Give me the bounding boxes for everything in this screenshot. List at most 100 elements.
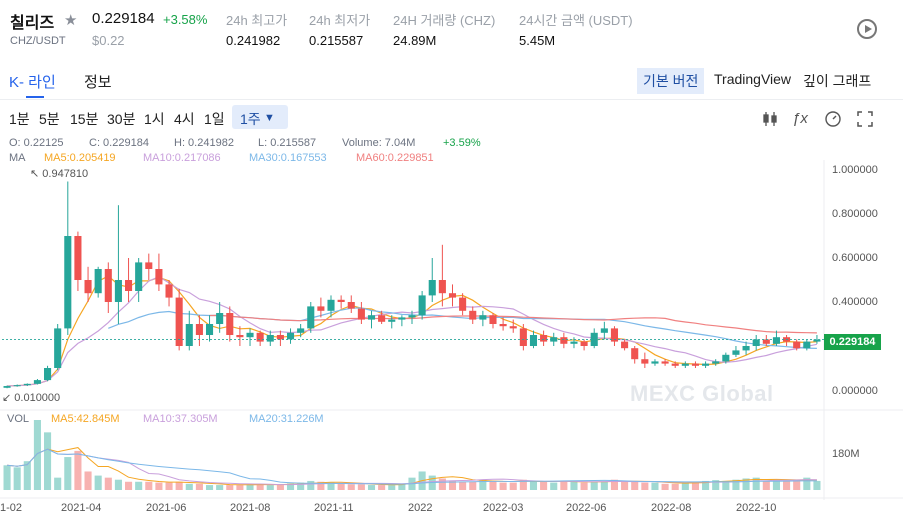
vol-axis-label: 180M <box>832 448 860 460</box>
interval-1h[interactable]: 1시 <box>144 111 165 127</box>
vol-ma10: MA10:37.305M <box>143 413 218 425</box>
x-label-0: 1-02 <box>0 502 23 514</box>
interval-4h[interactable]: 4시 <box>174 111 195 127</box>
candle-body <box>216 313 224 324</box>
candle-body <box>610 328 619 342</box>
view-depth-button[interactable]: 깊이 그래프 <box>803 73 872 89</box>
candle-type-icon[interactable] <box>761 110 779 128</box>
vol-ma5: MA5:42.845M <box>51 413 120 425</box>
stat-low-value: 0.215587 <box>309 33 364 48</box>
volume-bar <box>44 432 52 490</box>
candle-body <box>681 363 689 366</box>
tab-kline[interactable]: K- 라인 <box>9 74 56 91</box>
interval-5m[interactable]: 5분 <box>39 111 60 127</box>
candle-body <box>803 341 811 349</box>
candle-body <box>357 308 365 320</box>
vol-label: VOL <box>7 413 30 425</box>
volume-bar <box>783 480 791 490</box>
divider <box>0 99 903 100</box>
view-basic-button[interactable]: 기본 버전 <box>637 68 705 94</box>
volume-bar <box>317 481 325 490</box>
volume-bar <box>175 481 183 490</box>
volume-bar <box>337 483 345 490</box>
volume-bar <box>803 477 811 490</box>
volume-bar <box>631 481 639 490</box>
candle-body <box>742 346 750 351</box>
candle-body <box>155 269 163 285</box>
volume-bar <box>84 471 92 490</box>
interval-1d[interactable]: 1일 <box>204 111 225 127</box>
ohlc-volume: Volume: 7.04M <box>342 137 416 149</box>
interval-1m[interactable]: 1분 <box>9 111 30 127</box>
volume-bar <box>327 482 335 490</box>
candle-body <box>671 363 679 366</box>
candle-body <box>438 280 446 294</box>
candle-body <box>499 324 507 327</box>
volume-bar <box>600 481 608 490</box>
interval-1w: 1주 <box>240 111 261 127</box>
volume-bar <box>681 482 689 490</box>
indicator-fx-icon[interactable]: ƒx <box>792 110 808 127</box>
volume-bar <box>610 479 619 490</box>
volume-bar <box>691 481 699 490</box>
view-tradingview-button[interactable]: TradingView <box>714 71 792 87</box>
x-label-1: 2021-04 <box>61 502 102 514</box>
candle-body <box>236 335 244 338</box>
volume-bar <box>489 480 497 490</box>
candle-body <box>621 341 629 349</box>
vol-ma20-line <box>7 448 817 485</box>
watermark: MEXC Global <box>630 381 774 406</box>
volume-bar <box>74 450 82 490</box>
y-tick-0: 0.000000 <box>832 385 878 397</box>
candle-body <box>286 332 295 340</box>
candle-body <box>205 324 214 335</box>
volume-bar <box>378 485 386 490</box>
candle-body <box>23 383 31 386</box>
settings-gauge-icon[interactable] <box>824 110 842 128</box>
volume-bar <box>459 481 467 490</box>
y-tick-1: 1.000000 <box>832 164 878 176</box>
x-label-8: 2022-08 <box>651 502 692 514</box>
candle-body <box>489 315 497 324</box>
volume-bar <box>226 485 234 490</box>
volume-bar <box>438 478 446 490</box>
volume-bar <box>195 483 203 490</box>
volume-bar <box>742 478 750 490</box>
stat-amount-label: 24시간 금액 (USDT) <box>519 13 633 28</box>
interval-1w-button[interactable] <box>232 105 288 129</box>
candle-body <box>266 335 274 342</box>
volume-bar <box>529 480 538 490</box>
x-label-4: 2021-11 <box>314 502 354 514</box>
candle-body <box>631 348 639 360</box>
last-price: 0.229184 <box>92 10 155 27</box>
volume-bar <box>135 481 143 490</box>
play-icon[interactable] <box>857 19 877 39</box>
tab-info[interactable]: 정보 <box>84 74 112 91</box>
candle-body <box>84 280 92 294</box>
price-usd: $0.22 <box>92 33 125 48</box>
interval-15m[interactable]: 15분 <box>70 111 99 127</box>
volume-bar <box>367 485 376 490</box>
ma-label: MA <box>9 152 26 164</box>
candlestick-chart[interactable] <box>0 160 903 500</box>
y-tick-0.6: 0.600000 <box>832 252 878 264</box>
candle-body <box>317 306 325 311</box>
favorite-star-icon[interactable]: ★ <box>64 12 78 29</box>
candle-body <box>772 337 780 344</box>
volume-bar <box>64 457 72 490</box>
candle-body <box>509 326 517 329</box>
candle-body <box>337 299 345 302</box>
candle-body <box>600 328 608 333</box>
candle-body <box>570 341 578 344</box>
high-marker-value: 0.947810 <box>42 168 89 180</box>
x-label-6: 2022-03 <box>483 502 524 514</box>
candle-body <box>691 363 699 366</box>
volume-bar <box>155 482 163 490</box>
volume-bar <box>793 479 801 490</box>
fullscreen-icon[interactable] <box>856 110 874 128</box>
volume-bar <box>448 480 457 490</box>
vol-ma20: MA20:31.226M <box>249 413 324 425</box>
volume-bar <box>661 483 669 490</box>
volume-bar <box>671 483 679 490</box>
interval-30m[interactable]: 30분 <box>107 111 136 127</box>
